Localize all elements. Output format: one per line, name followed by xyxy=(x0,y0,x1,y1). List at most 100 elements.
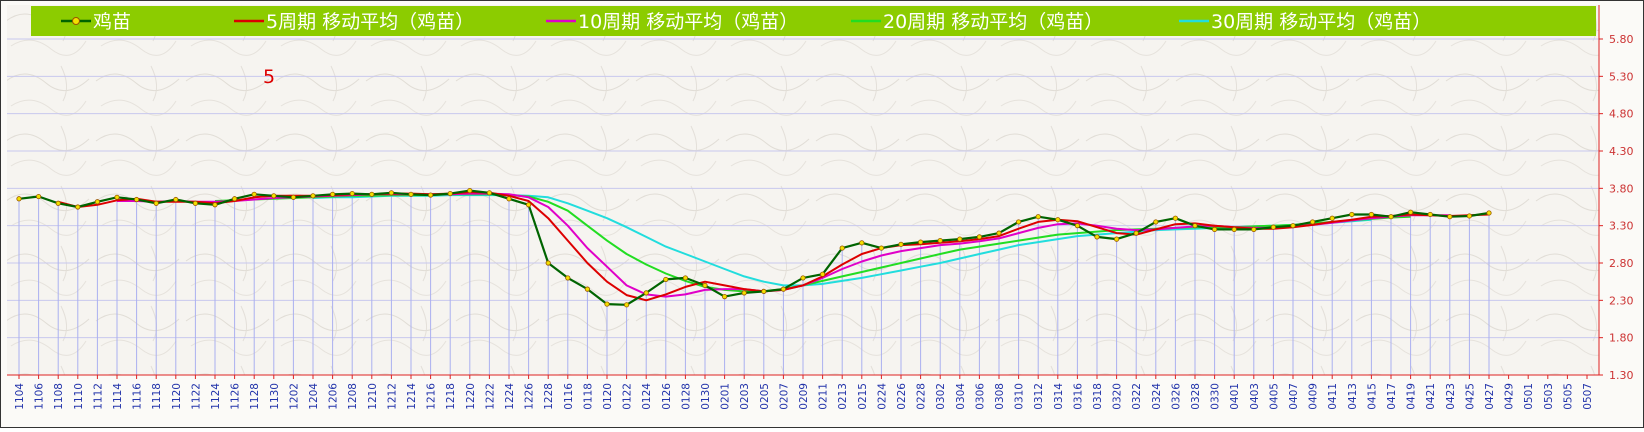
x-tick-label: 1116 xyxy=(132,383,144,410)
data-point xyxy=(1231,226,1237,232)
data-point xyxy=(427,192,434,198)
data-point xyxy=(643,290,649,296)
x-tick-label: 0419 xyxy=(1406,383,1418,410)
data-point xyxy=(134,196,140,203)
data-point xyxy=(408,191,414,197)
x-tick-label: 0130 xyxy=(700,383,712,410)
x-tick-label: 0213 xyxy=(837,383,849,410)
data-point xyxy=(75,204,81,210)
data-point xyxy=(545,260,551,266)
x-tick-label: 0326 xyxy=(1170,383,1182,410)
data-point xyxy=(800,275,806,281)
legend-item: 5周期 移动平均（鸡苗） xyxy=(234,11,474,33)
y-tick-label: 2.30 xyxy=(1609,294,1634,307)
data-point xyxy=(1368,211,1375,218)
x-tick-label: 0312 xyxy=(1033,383,1045,410)
data-point xyxy=(819,271,826,277)
data-point xyxy=(1388,214,1394,220)
x-tick-label: 1112 xyxy=(92,383,104,410)
x-tick-label: 0310 xyxy=(1014,383,1026,410)
legend-marker xyxy=(72,17,80,25)
series-line xyxy=(18,189,1490,306)
data-point xyxy=(663,276,669,283)
x-tick-label: 0314 xyxy=(1053,383,1065,410)
x-tick-label: 0403 xyxy=(1249,383,1261,410)
data-point xyxy=(192,200,198,206)
y-tick-label: 5.80 xyxy=(1609,33,1634,46)
x-tick-label: 0207 xyxy=(778,383,790,410)
x-tick-label: 1128 xyxy=(249,383,261,410)
x-tick-label: 0120 xyxy=(602,383,614,410)
y-tick-label: 3.30 xyxy=(1609,220,1634,233)
data-point xyxy=(94,199,101,205)
x-tick-label: 0318 xyxy=(1092,383,1104,410)
data-point xyxy=(957,236,963,242)
data-point xyxy=(741,290,747,296)
data-point xyxy=(447,190,453,197)
x-tick-label: 1226 xyxy=(524,383,536,410)
x-tick-label: 0211 xyxy=(818,383,830,410)
x-tick-label: 0118 xyxy=(582,383,594,410)
x-tick-label: 1110 xyxy=(73,383,85,410)
x-tick-label: 1114 xyxy=(112,383,124,410)
data-point xyxy=(153,200,159,206)
x-tick-label: 1108 xyxy=(53,383,65,410)
legend-label: 鸡苗 xyxy=(93,11,131,33)
y-tick-label: 4.30 xyxy=(1609,145,1634,158)
data-point xyxy=(1251,226,1257,232)
x-tick-label: 1130 xyxy=(269,383,281,410)
x-tick-label: 0316 xyxy=(1072,383,1084,410)
data-point xyxy=(1094,234,1100,240)
x-tick-label: 0116 xyxy=(563,383,575,410)
x-tick-label: 0308 xyxy=(994,383,1006,410)
data-point xyxy=(232,196,238,202)
x-tick-label: 1118 xyxy=(151,383,163,410)
data-point xyxy=(1466,213,1473,219)
data-point xyxy=(1486,210,1492,216)
data-point xyxy=(1172,215,1179,221)
data-point xyxy=(623,302,630,308)
data-point xyxy=(565,275,571,281)
x-tick-label: 0322 xyxy=(1131,383,1143,410)
legend-label: 5周期 移动平均（鸡苗） xyxy=(266,11,474,33)
data-point xyxy=(1290,223,1296,229)
x-tick-label: 1204 xyxy=(308,383,320,410)
x-tick-label: 0205 xyxy=(759,383,771,410)
data-point xyxy=(349,190,355,197)
data-point xyxy=(859,240,865,246)
data-point xyxy=(310,193,316,199)
data-point xyxy=(486,190,492,196)
data-point xyxy=(1329,215,1335,221)
x-tick-label: 1220 xyxy=(465,383,477,410)
x-tick-label: 0501 xyxy=(1523,383,1535,410)
x-tick-label: 0124 xyxy=(641,383,653,410)
x-tick-label: 1206 xyxy=(328,383,340,410)
x-tick-label: 0302 xyxy=(935,383,947,410)
series-price xyxy=(16,187,1492,308)
y-tick-label: 3.80 xyxy=(1609,182,1634,195)
x-tick-label: 0320 xyxy=(1112,383,1124,410)
data-point xyxy=(35,193,42,200)
data-point xyxy=(506,196,512,202)
data-point xyxy=(1055,217,1061,223)
x-tick-label: 0417 xyxy=(1386,383,1398,410)
x-tick-label: 0507 xyxy=(1582,383,1594,410)
data-point xyxy=(525,202,532,208)
x-tick-label: 0215 xyxy=(857,383,869,410)
x-tick-label: 1124 xyxy=(210,383,222,410)
y-tick-label: 1.80 xyxy=(1609,332,1634,345)
x-tick-label: 1104 xyxy=(14,383,26,410)
data-point xyxy=(898,241,904,247)
data-point xyxy=(388,190,394,196)
data-point xyxy=(1310,219,1316,225)
legend-bar xyxy=(31,6,1596,36)
legend-item: 30周期 移动平均（鸡苗） xyxy=(1179,11,1431,33)
data-point xyxy=(271,193,277,199)
data-point xyxy=(114,194,120,200)
x-tick-label: 0209 xyxy=(798,383,810,410)
x-tick-label: 0429 xyxy=(1504,383,1516,410)
data-point xyxy=(1153,219,1159,225)
x-tick-label: 0425 xyxy=(1464,383,1476,410)
